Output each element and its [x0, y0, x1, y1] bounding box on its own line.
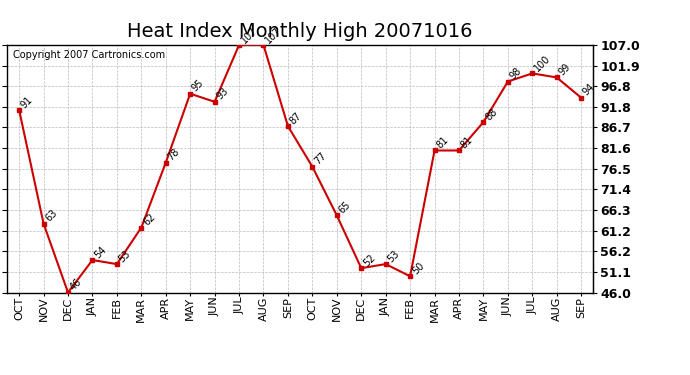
Text: 99: 99 — [557, 62, 573, 78]
Text: 87: 87 — [288, 110, 304, 126]
Text: 53: 53 — [386, 248, 402, 264]
Text: 52: 52 — [362, 252, 377, 268]
Text: 54: 54 — [92, 244, 108, 260]
Text: 88: 88 — [484, 106, 499, 122]
Text: 46: 46 — [68, 277, 83, 292]
Text: 107: 107 — [239, 25, 259, 45]
Text: 100: 100 — [532, 53, 553, 74]
Text: 53: 53 — [117, 248, 132, 264]
Text: 63: 63 — [43, 208, 59, 224]
Text: 78: 78 — [166, 147, 181, 163]
Text: 107: 107 — [264, 25, 284, 45]
Text: 77: 77 — [313, 151, 328, 167]
Text: 62: 62 — [141, 212, 157, 228]
Text: 94: 94 — [581, 82, 597, 98]
Text: Copyright 2007 Cartronics.com: Copyright 2007 Cartronics.com — [13, 50, 165, 60]
Text: 65: 65 — [337, 200, 353, 215]
Text: 81: 81 — [435, 135, 451, 150]
Text: 81: 81 — [459, 135, 475, 150]
Text: 95: 95 — [190, 78, 206, 94]
Title: Heat Index Monthly High 20071016: Heat Index Monthly High 20071016 — [128, 22, 473, 40]
Text: 91: 91 — [19, 94, 35, 110]
Text: 50: 50 — [410, 261, 426, 276]
Text: 98: 98 — [508, 66, 524, 81]
Text: 93: 93 — [215, 86, 230, 102]
